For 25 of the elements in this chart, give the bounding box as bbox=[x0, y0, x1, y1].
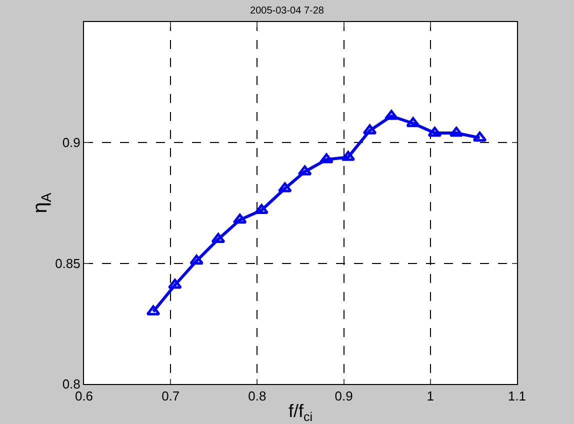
y-tick-label: 0.9 bbox=[62, 135, 80, 150]
point bbox=[232, 214, 247, 224]
x-tick-label: 0.9 bbox=[334, 388, 353, 404]
point bbox=[190, 254, 204, 265]
point bbox=[278, 182, 292, 192]
point bbox=[472, 132, 487, 142]
x-tick-label: 0.7 bbox=[162, 388, 180, 404]
chart-title: 2005-03-04 7-28 bbox=[250, 5, 324, 16]
point bbox=[384, 110, 398, 120]
x-tick-label: 1 bbox=[426, 388, 434, 404]
point bbox=[254, 204, 269, 214]
x-axis-title: f/f$_{ci}$ bbox=[288, 401, 313, 424]
point bbox=[319, 153, 334, 164]
point bbox=[298, 165, 312, 176]
point bbox=[146, 305, 160, 316]
point bbox=[406, 117, 420, 128]
point bbox=[168, 278, 182, 289]
x-tick-label: 0.8 bbox=[248, 388, 266, 404]
point bbox=[341, 150, 356, 161]
point bbox=[449, 126, 464, 137]
point bbox=[428, 126, 442, 137]
x-tick-label: 1.1 bbox=[508, 388, 526, 404]
point bbox=[211, 232, 226, 243]
point bbox=[362, 124, 377, 134]
y-tick-label: 0.85 bbox=[55, 256, 80, 271]
